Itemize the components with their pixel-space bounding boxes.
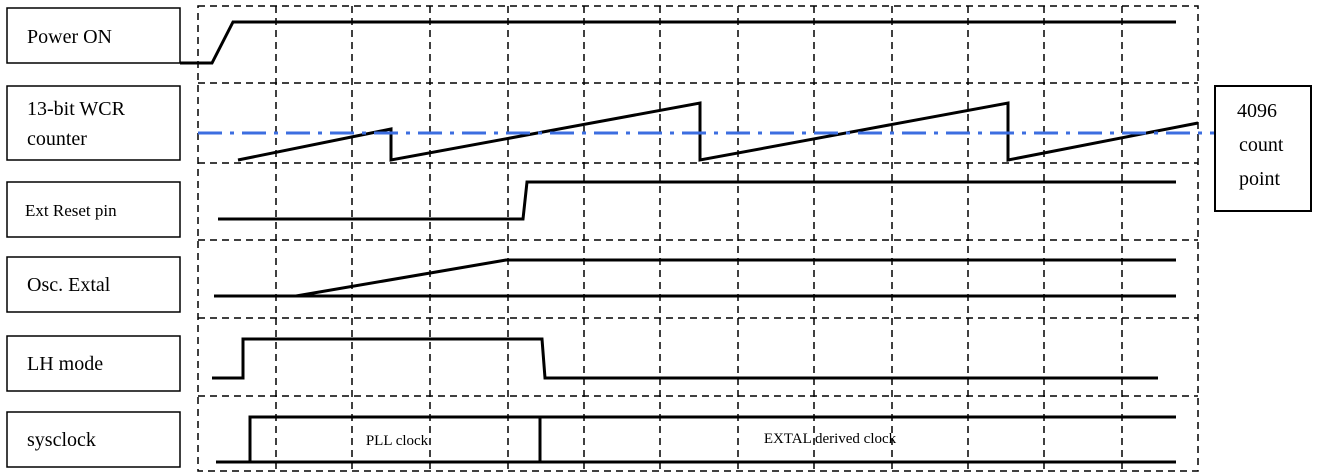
waveform-ext-reset [218,180,1176,221]
threshold-annotation: 4096 count point [1214,85,1312,212]
waveform-sysclock-pll [216,415,542,464]
label-extal-clock: EXTAL derived clock [764,431,897,447]
waveform-power-on [180,20,1176,65]
waveform-osc-extal-high [295,258,1176,298]
waveform-lh-mode [212,337,1158,380]
label-sysclock: sysclock [27,429,96,451]
signal-labels: Power ON 13-bit WCR counter Ext Reset pi… [6,7,181,468]
label-power-on: Power ON [27,26,112,48]
label-osc-extal: Osc. Extal [27,274,111,296]
grid [197,5,1199,472]
label-lh-mode: LH mode [27,353,103,375]
label-ext-reset: Ext Reset pin [25,201,117,220]
threshold-label-line1: 4096 [1237,100,1277,122]
threshold-label-line2: count [1239,134,1284,156]
label-wcr-counter-line1: 13-bit WCR [27,98,126,120]
label-wcr-counter-line2: counter [27,128,87,150]
label-pll-clock: PLL clock [366,433,429,449]
threshold-label-line3: point [1239,168,1281,190]
